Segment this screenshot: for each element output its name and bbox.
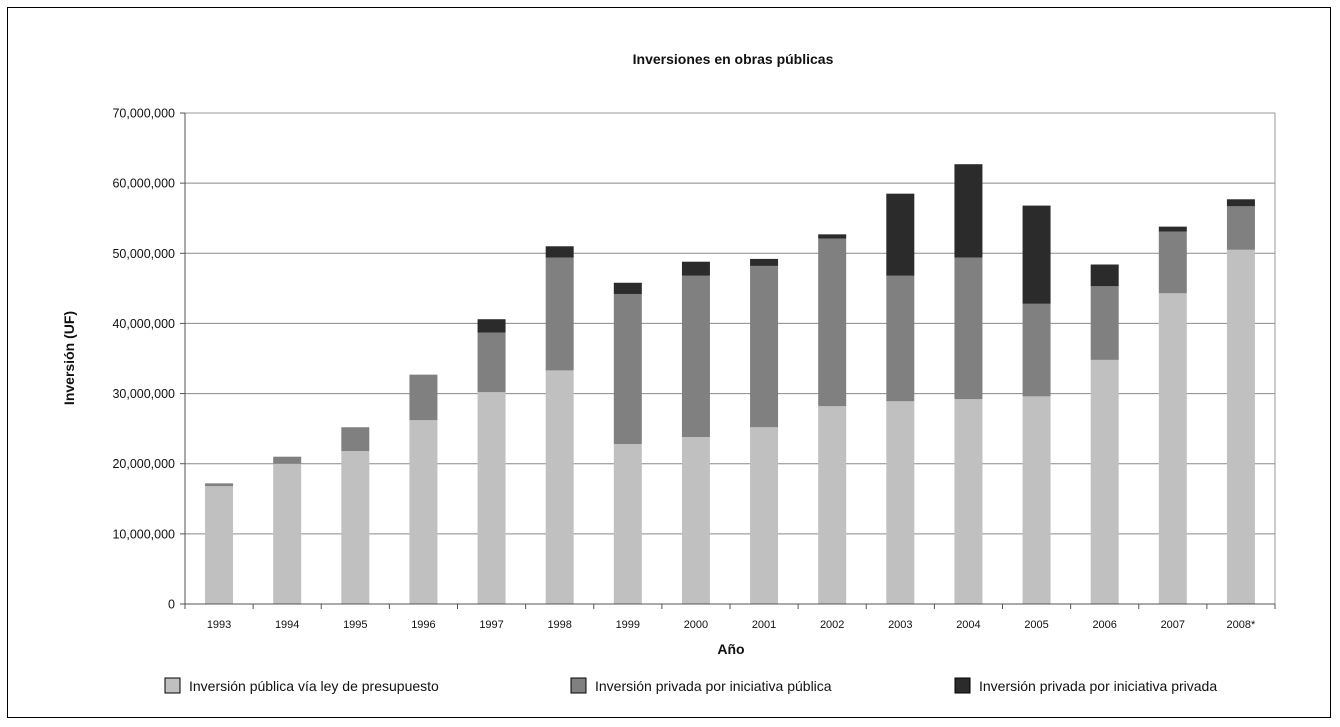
bar-segment-2-2002 <box>818 238 847 407</box>
x-tick-label: 2001 <box>752 619 776 631</box>
bar-segment-3-1998 <box>545 246 574 258</box>
x-tick-label: 2000 <box>684 619 708 631</box>
bar-segment-1-2004 <box>954 399 983 604</box>
legend-label: Inversión privada por iniciativa pública <box>595 678 832 694</box>
y-tick-label: 30,000,000 <box>112 387 175 401</box>
bar-segment-2-2000 <box>681 275 710 438</box>
x-tick-label: 1996 <box>411 619 435 631</box>
x-tick-label: 2006 <box>1092 619 1116 631</box>
x-tick-label: 2008* <box>1227 619 1256 631</box>
bar-segment-1-1999 <box>613 444 642 604</box>
y-tick-label: 10,000,000 <box>112 527 175 541</box>
bar-segment-1-2008 <box>1226 249 1255 604</box>
bar-segment-2-2008 <box>1226 206 1255 250</box>
bar-segment-1-1993 <box>205 486 234 604</box>
y-tick-label: 0 <box>168 598 175 612</box>
bar-segment-2-2001 <box>750 265 779 428</box>
x-tick-label: 2003 <box>888 619 912 631</box>
bar-segment-1-2003 <box>886 401 915 604</box>
bar-segment-2-1994 <box>273 456 302 464</box>
y-tick-label: 60,000,000 <box>112 177 175 191</box>
x-tick-label: 1994 <box>275 619 299 631</box>
bar-segment-1-2000 <box>681 437 710 604</box>
y-tick-label: 70,000,000 <box>112 107 175 121</box>
x-axis-title: Año <box>717 641 744 657</box>
y-ticks: 0 10,000,000 20,000,000 30,000,000 40,000,00… <box>112 107 185 612</box>
bar-segment-3-2000 <box>681 261 710 276</box>
legend-swatch <box>164 677 181 694</box>
bar-segment-1-1996 <box>409 420 438 604</box>
bar-segment-3-2008 <box>1226 199 1255 207</box>
bar-segment-2-1995 <box>341 427 370 452</box>
y-tick-label: 50,000,000 <box>112 247 175 261</box>
y-tick-label: 20,000,000 <box>112 457 175 471</box>
bar-segment-3-2002 <box>818 234 847 239</box>
bar-segment-1-1997 <box>477 392 506 604</box>
legend-swatch <box>954 677 971 694</box>
x-tick-label: 2004 <box>956 619 980 631</box>
bar-segment-1-1995 <box>341 451 370 604</box>
bar-segment-3-1999 <box>613 282 642 294</box>
x-tick-label: 1995 <box>343 619 367 631</box>
bar-segment-2-1996 <box>409 374 438 421</box>
bar-segment-3-2005 <box>1022 205 1051 304</box>
legend-swatch <box>570 677 587 694</box>
bar-segment-1-2007 <box>1158 293 1187 604</box>
bar-segment-1-2001 <box>750 427 779 604</box>
bar-segment-2-2006 <box>1090 286 1119 360</box>
chart-title: Inversiones en obras públicas <box>633 51 834 67</box>
bar-segment-1-2006 <box>1090 359 1119 604</box>
x-tick-label: 1998 <box>547 619 571 631</box>
bar-segment-2-2007 <box>1158 231 1187 294</box>
legend-label: Inversión privada por iniciativa privada <box>979 678 1217 694</box>
bar-segment-1-2005 <box>1022 396 1051 604</box>
bar-segment-3-2006 <box>1090 264 1119 287</box>
x-ticks: 1993 1994 1995 1996 1997 1998 1999 2000 2001 2002… <box>184 604 1276 631</box>
y-tick-label: 40,000,000 <box>112 317 175 331</box>
y-axis-title: Inversión (UF) <box>61 311 77 405</box>
x-tick-label: 2007 <box>1161 619 1185 631</box>
bar-segment-1-1998 <box>545 370 574 604</box>
bar-segment-2-2004 <box>954 257 983 400</box>
x-tick-label: 2002 <box>820 619 844 631</box>
bar-segment-3-2004 <box>954 164 983 258</box>
bar-segment-1-1994 <box>273 463 302 604</box>
legend: Inversión pública vía ley de presupuesto… <box>164 677 1217 694</box>
x-tick-label: 2005 <box>1024 619 1048 631</box>
bar-segment-1-2002 <box>818 406 847 604</box>
bar-segment-3-2001 <box>750 258 779 266</box>
x-tick-label: 1997 <box>479 619 503 631</box>
bar-segment-3-1997 <box>477 319 506 333</box>
bar-segment-3-2003 <box>886 193 915 276</box>
bar-segment-2-2005 <box>1022 303 1051 397</box>
x-tick-label: 1993 <box>207 619 231 631</box>
bar-segment-2-1997 <box>477 332 506 393</box>
bar-segment-2-2003 <box>886 275 915 402</box>
bars-group <box>205 164 1255 604</box>
bar-segment-3-2007 <box>1158 226 1187 232</box>
bar-segment-2-1998 <box>545 257 574 371</box>
x-tick-label: 1999 <box>616 619 640 631</box>
legend-label: Inversión pública vía ley de presupuesto <box>189 678 439 694</box>
bar-segment-2-1999 <box>613 293 642 445</box>
bar-segment-2-1993 <box>205 483 234 487</box>
